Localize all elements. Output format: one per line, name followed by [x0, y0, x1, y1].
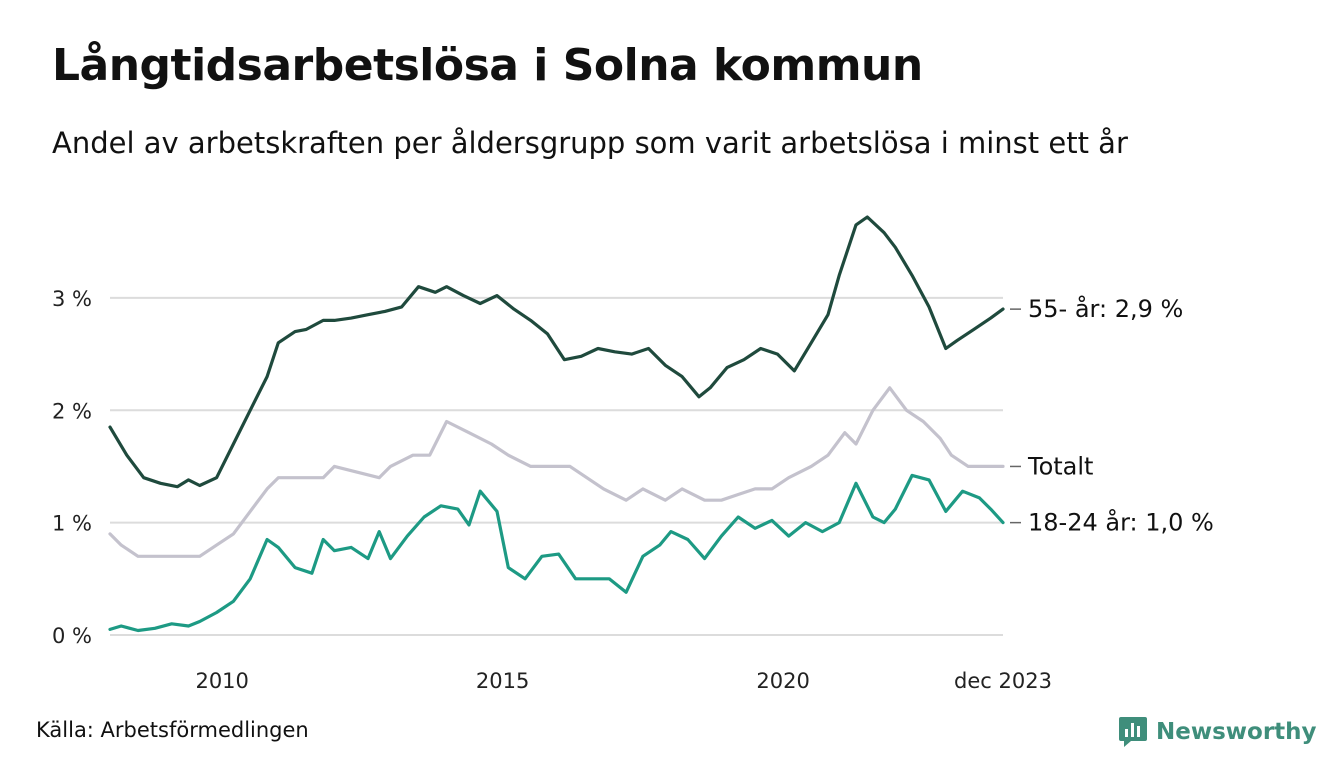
x-tick-label: 2020: [756, 669, 809, 693]
chart-subtitle: Andel av arbetskraften per åldersgrupp s…: [52, 126, 1128, 160]
series-line: [108, 386, 1005, 558]
series-labels: Totalt 18-24 år: 1,0 % 55- år: 2,9 %: [1010, 294, 1214, 537]
series-line: [108, 473, 1005, 633]
y-tick-label: 1 %: [52, 512, 92, 536]
series-line: [108, 215, 1005, 489]
x-tick-label: 2015: [476, 669, 529, 693]
series-lines: [108, 215, 1005, 633]
x-axis-ticks: 2010 2015 2020 dec 2023: [195, 669, 1052, 693]
x-tick-label: 2010: [195, 669, 248, 693]
x-tick-label: dec 2023: [954, 669, 1052, 693]
y-axis-ticks: 0 % 1 % 2 % 3 %: [52, 287, 92, 648]
y-tick-label: 2 %: [52, 399, 92, 423]
y-tick-label: 3 %: [52, 287, 92, 311]
gridlines: [110, 296, 1003, 636]
newsworthy-logo-icon: [1119, 717, 1147, 747]
chart-title: Långtidsarbetslösa i Solna kommun: [52, 40, 923, 91]
brand-logo: Newsworthy: [1118, 714, 1317, 750]
brand-name: Newsworthy: [1156, 719, 1317, 745]
series-end-label: Totalt: [1027, 452, 1093, 480]
source-note: Källa: Arbetsförmedlingen: [36, 718, 309, 742]
series-end-label: 18-24 år: 1,0 %: [1028, 508, 1214, 537]
series-end-label: 55- år: 2,9 %: [1028, 294, 1183, 323]
y-tick-label: 0 %: [52, 624, 92, 648]
